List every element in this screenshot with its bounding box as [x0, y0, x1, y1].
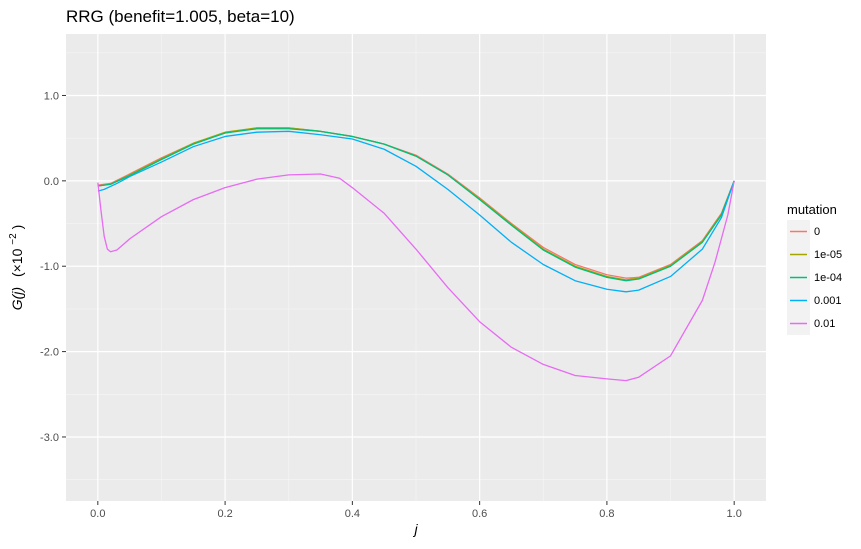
- y-tick-label: -2.0: [40, 347, 59, 359]
- x-tick-label: 1.0: [727, 508, 742, 520]
- x-tick-label: 0.4: [345, 508, 360, 520]
- y-tick-label: -3.0: [40, 432, 59, 444]
- x-tick-label: 0.2: [217, 508, 232, 520]
- legend-label: 0: [814, 226, 820, 238]
- x-tick-label: 0.8: [599, 508, 614, 520]
- legend-title: mutation: [787, 202, 837, 217]
- legend-label: 0.01: [814, 318, 835, 330]
- x-axis-title: j: [412, 521, 418, 537]
- y-axis-title-main: G(j): [9, 287, 25, 310]
- legend-items: 0 1e-05 1e-04 0.001 0.01: [787, 220, 842, 335]
- y-axis-title-close: ): [9, 225, 25, 230]
- legend-label: 0.001: [814, 295, 842, 307]
- y-axis-title-scale: (×10: [9, 248, 25, 277]
- series-line-0.001: [97, 130, 735, 293]
- legend: mutation 0 1e-05 1e-04 0.001 0.01: [787, 202, 842, 335]
- y-axis-title: G(j) (×10 −2 ): [3, 225, 25, 311]
- chart-title: RRG (benefit=1.005, beta=10): [66, 7, 295, 26]
- x-tick-label: 0.6: [472, 508, 487, 520]
- x-tick-label: 0.0: [90, 508, 105, 520]
- legend-label: 1e-04: [814, 272, 842, 284]
- series-line-1e-04: [97, 128, 735, 282]
- series-lines: [97, 127, 735, 382]
- y-axis-title-exponent: −2: [8, 233, 19, 245]
- series-line-0.01: [97, 173, 735, 382]
- legend-label: 1e-05: [814, 249, 842, 261]
- y-tick-label: 1.0: [44, 90, 59, 102]
- y-axis: 1.0 0.0 -1.0 -2.0 -3.0: [40, 90, 66, 444]
- y-tick-label: -1.0: [40, 261, 59, 273]
- x-axis: 0.0 0.2 0.4 0.6 0.8 1.0: [90, 501, 742, 520]
- gridlines: [66, 34, 766, 501]
- y-tick-label: 0.0: [44, 176, 59, 188]
